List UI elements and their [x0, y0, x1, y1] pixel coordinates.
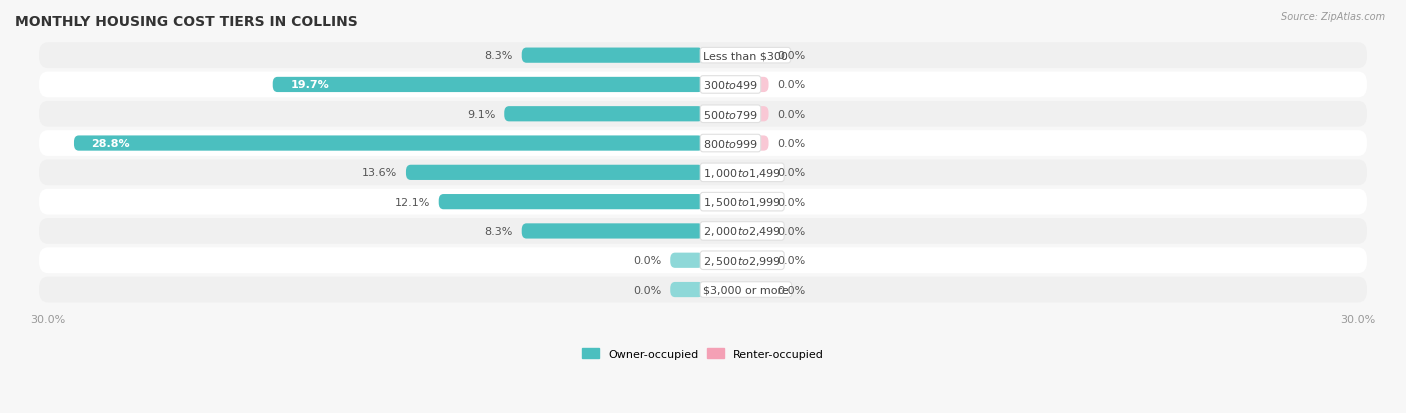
Text: $3,000 or more: $3,000 or more — [703, 285, 789, 295]
Text: 0.0%: 0.0% — [778, 226, 806, 236]
Text: 0.0%: 0.0% — [633, 256, 661, 266]
FancyBboxPatch shape — [703, 136, 769, 151]
Text: $300 to $499: $300 to $499 — [703, 79, 758, 91]
Text: $800 to $999: $800 to $999 — [703, 138, 758, 150]
FancyBboxPatch shape — [406, 165, 703, 180]
Text: 0.0%: 0.0% — [778, 197, 806, 207]
Text: Less than $300: Less than $300 — [703, 51, 787, 61]
Text: MONTHLY HOUSING COST TIERS IN COLLINS: MONTHLY HOUSING COST TIERS IN COLLINS — [15, 15, 357, 29]
Text: 13.6%: 13.6% — [361, 168, 398, 178]
Text: 8.3%: 8.3% — [485, 226, 513, 236]
FancyBboxPatch shape — [39, 72, 1367, 98]
Text: 0.0%: 0.0% — [633, 285, 661, 295]
FancyBboxPatch shape — [39, 189, 1367, 215]
FancyBboxPatch shape — [505, 107, 703, 122]
FancyBboxPatch shape — [522, 224, 703, 239]
Text: $2,500 to $2,999: $2,500 to $2,999 — [703, 254, 782, 267]
FancyBboxPatch shape — [703, 107, 769, 122]
Text: 0.0%: 0.0% — [778, 168, 806, 178]
FancyBboxPatch shape — [39, 160, 1367, 186]
Text: $2,000 to $2,499: $2,000 to $2,499 — [703, 225, 782, 238]
FancyBboxPatch shape — [703, 195, 769, 210]
FancyBboxPatch shape — [703, 282, 769, 297]
FancyBboxPatch shape — [522, 48, 703, 64]
FancyBboxPatch shape — [273, 78, 703, 93]
Text: 0.0%: 0.0% — [778, 80, 806, 90]
FancyBboxPatch shape — [39, 43, 1367, 69]
Text: 28.8%: 28.8% — [91, 139, 131, 149]
Text: 0.0%: 0.0% — [778, 51, 806, 61]
Text: 19.7%: 19.7% — [290, 80, 329, 90]
Text: 12.1%: 12.1% — [395, 197, 430, 207]
FancyBboxPatch shape — [703, 78, 769, 93]
Text: 0.0%: 0.0% — [778, 285, 806, 295]
Text: $500 to $799: $500 to $799 — [703, 109, 758, 121]
Text: $1,000 to $1,499: $1,000 to $1,499 — [703, 166, 782, 179]
Text: Source: ZipAtlas.com: Source: ZipAtlas.com — [1281, 12, 1385, 22]
Text: 0.0%: 0.0% — [778, 256, 806, 266]
FancyBboxPatch shape — [439, 195, 703, 210]
FancyBboxPatch shape — [39, 248, 1367, 273]
FancyBboxPatch shape — [671, 253, 703, 268]
FancyBboxPatch shape — [39, 131, 1367, 157]
FancyBboxPatch shape — [703, 165, 769, 180]
FancyBboxPatch shape — [703, 224, 769, 239]
FancyBboxPatch shape — [75, 136, 703, 151]
FancyBboxPatch shape — [39, 218, 1367, 244]
FancyBboxPatch shape — [703, 253, 769, 268]
FancyBboxPatch shape — [39, 102, 1367, 127]
Text: 0.0%: 0.0% — [778, 109, 806, 119]
Text: 9.1%: 9.1% — [467, 109, 495, 119]
Text: 0.0%: 0.0% — [778, 139, 806, 149]
FancyBboxPatch shape — [703, 48, 769, 64]
Text: $1,500 to $1,999: $1,500 to $1,999 — [703, 196, 782, 209]
FancyBboxPatch shape — [39, 277, 1367, 303]
Text: 8.3%: 8.3% — [485, 51, 513, 61]
Legend: Owner-occupied, Renter-occupied: Owner-occupied, Renter-occupied — [578, 344, 828, 363]
FancyBboxPatch shape — [671, 282, 703, 297]
